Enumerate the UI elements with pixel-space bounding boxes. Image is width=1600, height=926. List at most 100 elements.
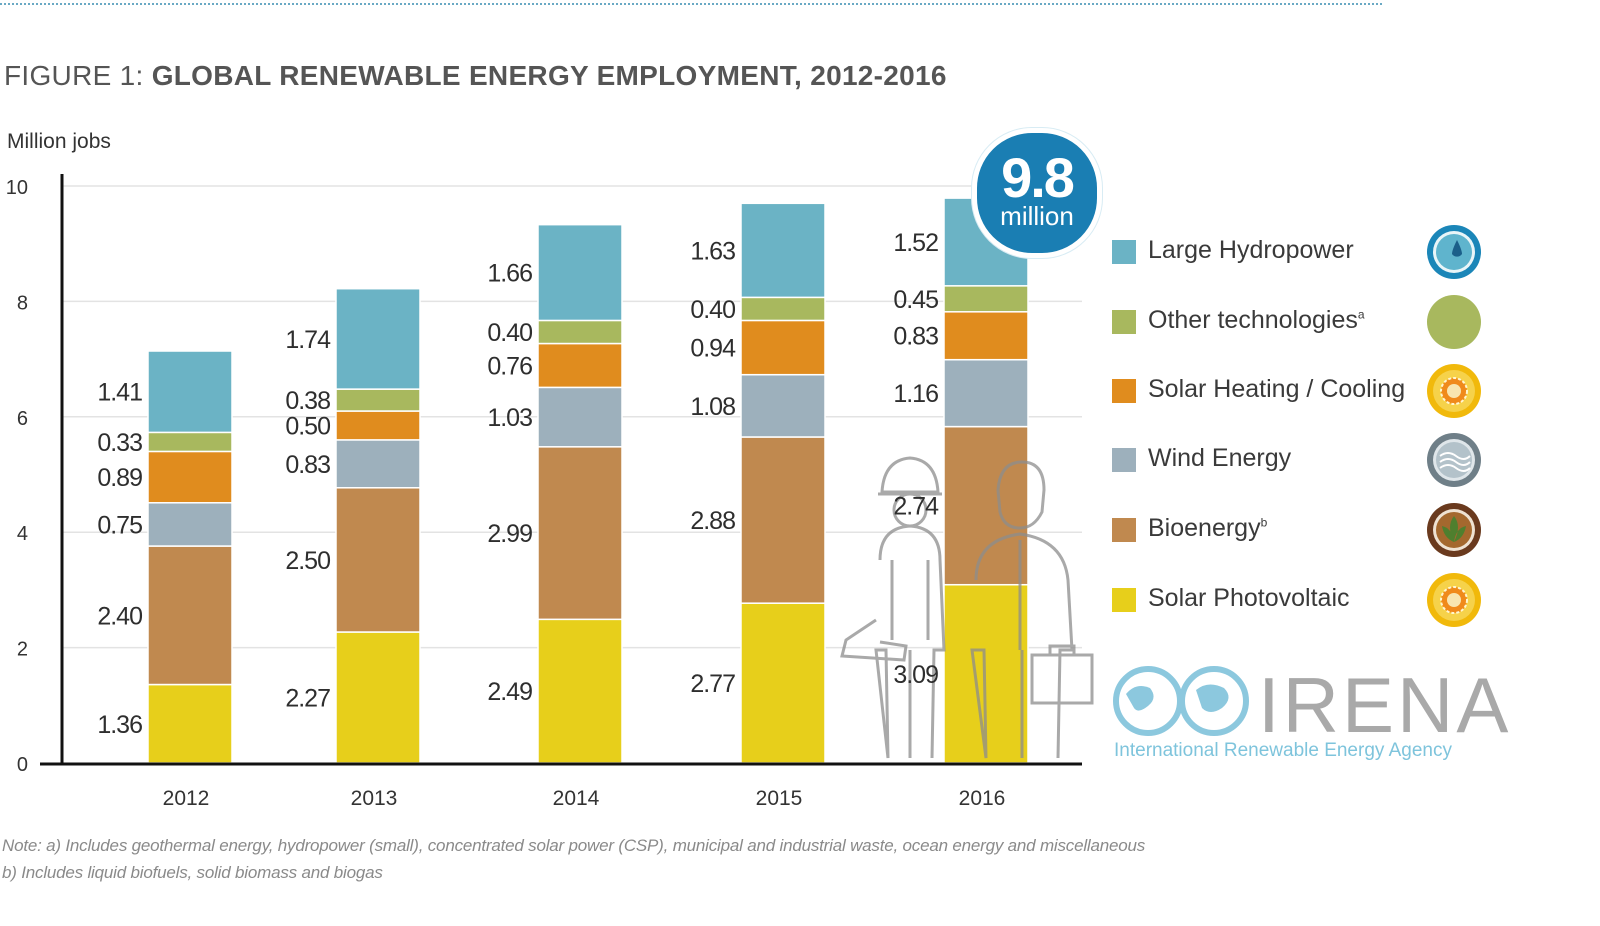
data-label: 0.94 [690,335,736,363]
legend-item-wind-energy: Wind Energy [1112,433,1502,487]
legend-label-text: Other technologies [1148,306,1358,334]
data-label: 0.89 [97,464,142,492]
data-label: 2.49 [487,678,532,706]
data-label: 2.74 [893,493,939,521]
legend-label: Wind Energy [1148,444,1291,473]
bar-segment [335,487,421,633]
y-tick-label: 10 [6,177,28,199]
sun-icon [1427,364,1481,418]
y-tick-label: 0 [17,754,28,776]
data-label: 1.41 [97,379,142,407]
bar-segments [147,197,1029,764]
bar-segment [740,319,826,376]
x-tick-label: 2014 [553,787,600,810]
bar-segment [335,631,421,764]
green-circle-icon [1427,295,1481,349]
note-line-1: Note: a) Includes geothermal energy, hyd… [2,836,1146,855]
top-dotted-rule [0,3,1382,5]
y-axis-unit-label: Million jobs [7,130,111,153]
x-tick-label: 2016 [959,787,1006,810]
legend-item-large-hydropower: Large Hydropower [1112,225,1502,279]
data-label: 2.27 [285,685,330,713]
data-label: 3.09 [893,661,938,689]
water-drop-icon [1427,225,1481,279]
bar-segment [335,439,421,489]
legend-label: Other technologiesa [1148,306,1365,335]
bar-segment [147,450,233,504]
data-label: 0.76 [487,352,532,380]
leaf-icon [1427,503,1481,557]
axes: 0 2 4 6 8 10 2012 2013 2014 2015 2016 [6,174,1082,810]
bar-segment [537,342,623,389]
legend-label-text: Large Hydropower [1148,236,1354,264]
legend-label: Large Hydropower [1148,236,1354,265]
irena-subtitle: International Renewable Energy Agency [1114,740,1453,761]
legend-label: Bioenergyb [1148,514,1267,543]
x-tick-label: 2013 [351,787,398,810]
data-label: 2.40 [97,602,142,630]
data-label: 0.83 [893,323,938,351]
legend-item-solar-heating-cooling: Solar Heating / Cooling [1112,364,1502,418]
bar-segment [740,436,826,604]
total-jobs-unit: million [1000,201,1074,231]
bar-segment [740,602,826,764]
data-label: 0.40 [690,296,735,324]
legend-swatch [1112,448,1136,472]
irena-logo: IRENA International Renewable Energy Age… [1112,660,1508,770]
data-label: 0.33 [97,429,142,457]
legend-item-bioenergy: Bioenergyb [1112,503,1502,557]
data-label: 1.74 [285,326,331,354]
legend-label-text: Wind Energy [1148,444,1292,472]
x-tick-label: 2015 [756,787,803,810]
globe-icon [1113,666,1249,736]
irena-wordmark: IRENA [1258,661,1512,749]
legend-swatch [1112,588,1136,612]
data-label: 2.77 [690,670,735,698]
y-tick-label: 2 [17,639,28,661]
data-label: 1.52 [893,229,938,257]
legend-label-text: Solar Heating / Cooling [1148,375,1406,403]
legend-label-text: Bioenergy [1148,514,1261,542]
legend-swatch [1112,518,1136,542]
bar-segment [943,285,1029,313]
y-tick-label: 4 [17,523,28,545]
data-label: 0.38 [285,387,330,415]
total-jobs-value: 9.8 [1001,146,1075,209]
worker-helmet-icon [840,456,946,759]
legend-item-solar-photovoltaic: Solar Photovoltaic [1112,573,1502,627]
total-jobs-badge: 9.8 million [972,128,1102,258]
note-line-2: b) Includes liquid biofuels, solid bioma… [2,863,383,882]
bar-segment [740,296,826,322]
bar-segment [537,446,623,621]
bar-segment [147,350,233,434]
data-label: 1.16 [893,380,938,408]
stacked-bar-chart: 1.36 2.40 0.75 0.89 0.33 1.41 2.27 2.50 0.83 0.50… [6,174,1094,810]
data-label: 2.88 [690,507,735,535]
bar-segment [335,287,421,390]
sun-icon [1427,573,1481,627]
data-label: 0.75 [97,511,142,539]
figure-title: FIGURE 1: GLOBAL RENEWABLE ENERGY EMPLOY… [4,60,947,92]
data-labels: 1.36 2.40 0.75 0.89 0.33 1.41 2.27 2.50 0.83 0.50… [97,229,940,739]
bar-segment [740,202,826,299]
bar-segment [537,223,623,322]
x-tick-label: 2012 [163,787,210,810]
legend-label-sup: a [1357,307,1365,322]
y-tick-label: 8 [17,292,28,314]
bar-segment [537,319,623,345]
bar-segment [943,358,1029,428]
wind-icon [1427,433,1481,487]
workers-illustration [840,456,1094,759]
bar-segment [740,373,826,438]
bar-segment [147,502,233,547]
data-label: 1.03 [487,404,532,432]
legend-swatch [1112,240,1136,264]
data-label: 0.83 [285,451,330,479]
legend-label-sup: b [1260,515,1268,530]
bar-segment [537,386,623,448]
data-label: 1.63 [690,237,735,265]
bar-segment [147,545,233,686]
y-tick-label: 6 [17,408,28,430]
data-label: 0.40 [487,319,532,347]
legend-label: Solar Heating / Cooling [1148,375,1405,404]
